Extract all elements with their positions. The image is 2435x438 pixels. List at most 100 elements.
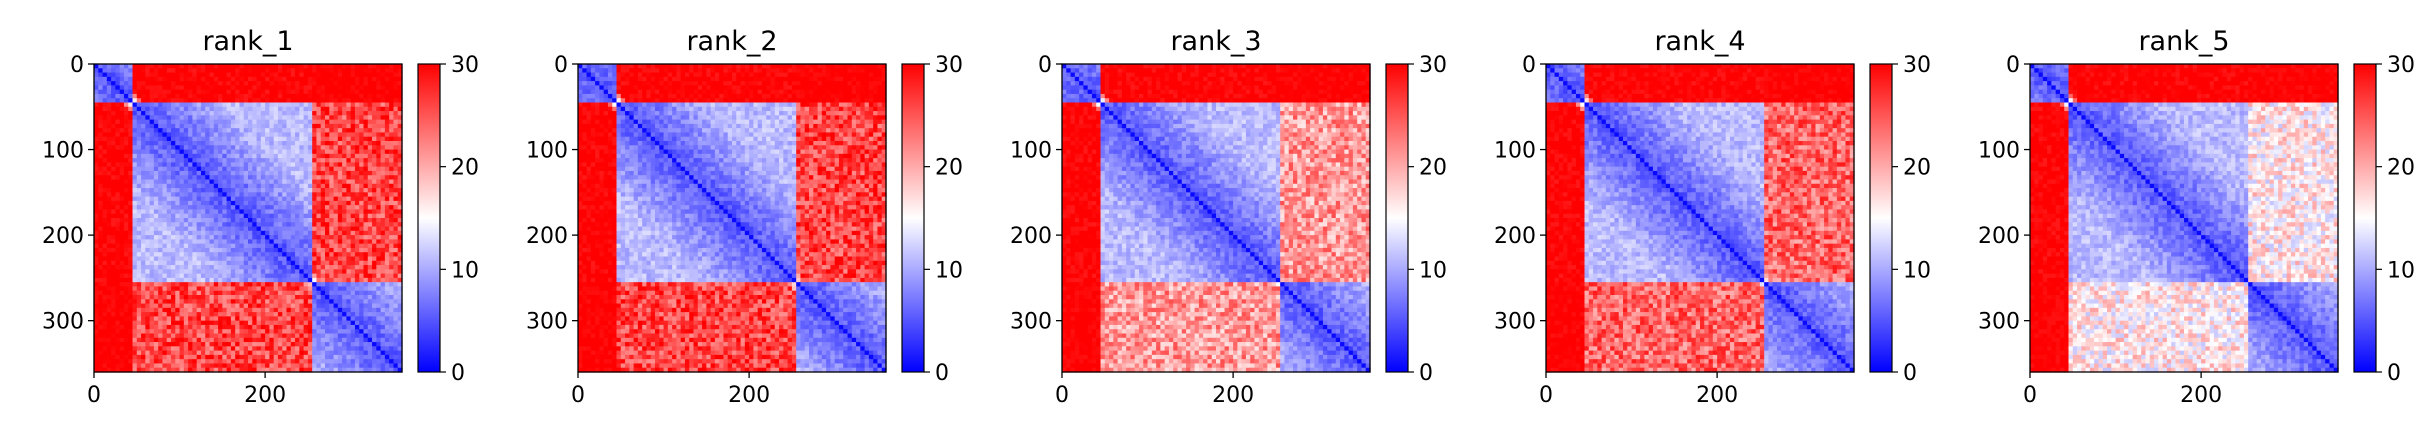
heatmap-cell [102,312,108,317]
heatmap-cell [153,312,159,317]
heatmap-cell [213,93,219,99]
heatmap-cell [248,111,253,116]
heatmap-cell [384,132,390,138]
heatmap-cell [218,218,223,223]
heatmap-cell [188,179,193,185]
heatmap-cell [115,170,121,176]
heatmap-cell [235,136,241,142]
heatmap-cell [337,132,343,138]
heatmap-cell [265,170,270,176]
heatmap-cell [158,269,164,275]
heatmap-cell [132,111,138,116]
heatmap-cell [102,286,108,292]
heatmap-cell [342,226,347,232]
heatmap-cell [158,119,164,125]
heatmap-cell [248,303,253,309]
heatmap-cell [94,222,99,228]
heatmap-cell [269,226,275,232]
heatmap-cell [299,247,305,253]
heatmap-cell [128,170,134,176]
heatmap-cell [389,324,395,330]
heatmap-cell [115,269,121,275]
heatmap-cell [98,222,104,228]
heatmap-cell [188,166,193,172]
heatmap-cell [363,235,369,240]
heatmap-cell [359,260,365,266]
heatmap-cell [183,329,189,335]
heatmap-cell [132,299,138,305]
heatmap-cell [209,350,215,356]
heatmap-cell [295,230,300,236]
heatmap-cell [376,93,382,99]
heatmap-cell [303,162,309,168]
heatmap-cell [372,183,377,189]
heatmap-cell [354,183,360,189]
heatmap-cell [346,209,352,215]
heatmap-cell [295,166,300,172]
heatmap-cell [136,209,142,215]
heatmap-cell [397,68,403,74]
heatmap-cell [141,333,146,339]
heatmap-cell [316,222,322,228]
heatmap-cell [94,128,99,134]
heatmap-cell [98,303,104,309]
heatmap-cell [132,175,138,181]
heatmap-cell [350,247,356,253]
heatmap-cell [312,183,318,189]
heatmap-cell [209,183,215,189]
heatmap-cell [94,346,99,352]
heatmap-cell [295,218,300,223]
heatmap-cell [252,132,258,138]
heatmap-cell [320,68,326,74]
heatmap-cell [260,162,266,168]
heatmap-cell [320,192,326,198]
heatmap-cell [320,205,326,211]
heatmap-cell [205,128,211,134]
heatmap-cell [346,265,352,270]
heatmap-cell [153,354,159,360]
heatmap-cell [350,307,356,313]
heatmap-cell [260,312,266,317]
heatmap-cell [132,153,138,159]
heatmap-cell [115,247,121,253]
heatmap-cell [102,316,108,322]
heatmap-cell [123,346,129,352]
heatmap-cell [179,115,185,121]
heatmap-cell [329,106,335,112]
heatmap-cell [393,89,399,95]
heatmap-cell [145,115,151,121]
heatmap-cell [123,102,129,108]
heatmap-cell [115,153,121,159]
heatmap-cell [162,162,168,168]
heatmap-cell [359,81,365,86]
heatmap-cell [119,247,125,253]
heatmap-cell [136,226,142,232]
heatmap-cell [115,123,121,129]
heatmap-cell [367,158,373,163]
heatmap-cell [320,209,326,215]
heatmap-cell [196,260,202,266]
heatmap-cell [235,213,241,219]
heatmap-cell [188,183,193,189]
heatmap-cell [230,111,236,116]
heatmap-cell [166,303,172,309]
heatmap-cell [111,192,116,198]
heatmap-cell [273,256,279,262]
heatmap-cell [200,218,206,223]
heatmap-cell [350,269,356,275]
heatmap-cell [286,265,292,270]
heatmap-cell [158,98,164,104]
heatmap-cell [320,312,326,317]
heatmap-cell [397,123,403,129]
heatmap-cell [256,350,262,356]
heatmap-cell [269,286,275,292]
heatmap-cell [166,243,172,249]
heatmap-cell [337,230,343,236]
heatmap-cell [149,265,155,270]
heatmap-cell [162,102,168,108]
heatmap-cell [166,170,172,176]
heatmap-cell [115,93,121,99]
heatmap-cell [123,106,129,112]
heatmap-cell [145,111,151,116]
heatmap-cell [123,342,129,347]
